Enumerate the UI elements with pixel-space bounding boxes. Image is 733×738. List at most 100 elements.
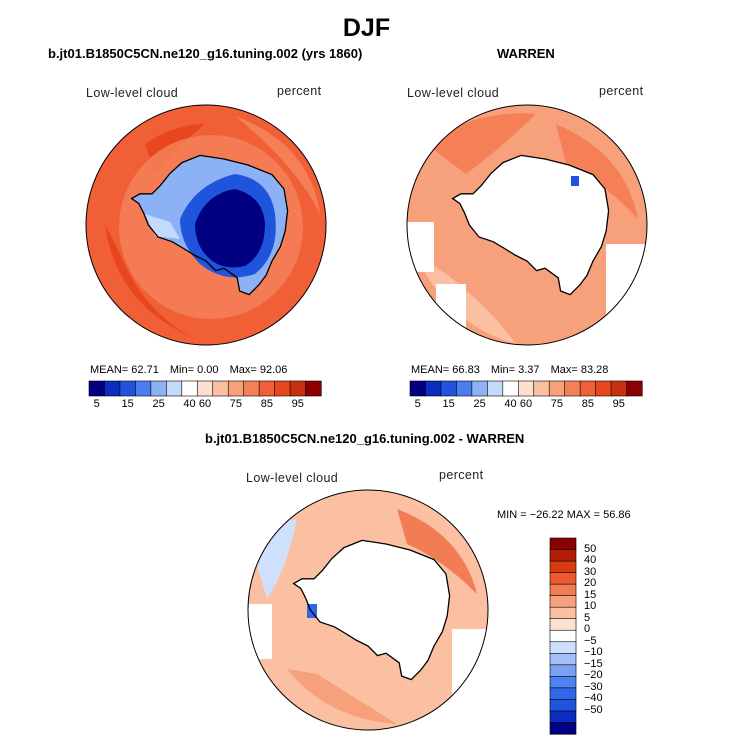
colorbar-swatch xyxy=(212,380,229,397)
diff-units-label: percent xyxy=(439,468,484,482)
model-units-label: percent xyxy=(277,84,322,98)
colorbar-swatch xyxy=(487,380,504,397)
colorbar-tick-label: 5 xyxy=(93,398,100,410)
colorbar-swatch xyxy=(626,380,643,397)
colorbar-swatch xyxy=(549,537,577,551)
colorbar-swatch xyxy=(610,380,628,397)
colorbar-tick-label: 5 xyxy=(414,398,421,410)
colorbar-tick-label: −10 xyxy=(584,646,603,659)
diff-variable-label: Low-level cloud xyxy=(246,471,339,485)
colorbar-swatch xyxy=(549,676,577,689)
colorbar-tick-label: 30 xyxy=(584,565,597,578)
colorbar-swatch xyxy=(549,687,577,701)
colorbar-swatch xyxy=(227,380,245,397)
obs-stats: MEAN= 66.83 Min= 3.37 Max= 83.28 xyxy=(411,364,609,376)
figure-title: DJF xyxy=(342,14,391,42)
low-cloud-cell xyxy=(571,176,579,186)
model-stats: MEAN= 62.71 Min= 0.00 Max= 92.06 xyxy=(90,364,288,376)
continent-no-data xyxy=(452,155,609,295)
colorbar-tick-label: −20 xyxy=(584,669,603,682)
colorbar-tick-label: 40 xyxy=(584,554,597,567)
colorbar-swatch xyxy=(305,380,322,397)
colorbar-tick-label: 10 xyxy=(584,600,597,613)
colorbar-tick-label: 15 xyxy=(584,588,597,601)
diff-stats: MIN = −26.22 MAX = 56.86 xyxy=(497,509,631,521)
diff-positive-band xyxy=(287,669,397,724)
colorbar-tick-label: 95 xyxy=(291,398,304,410)
colorbar-tick-label: 95 xyxy=(612,398,625,410)
colorbar-swatch xyxy=(549,641,577,654)
colorbar-tick-label: −40 xyxy=(584,692,603,705)
diff-colorbar xyxy=(549,537,577,735)
obs-panel-title: WARREN xyxy=(497,46,555,61)
colorbar-swatch xyxy=(274,380,291,397)
colorbar-tick-label: 85 xyxy=(260,398,273,410)
colorbar-swatch xyxy=(549,583,577,597)
colorbar-swatch xyxy=(119,380,137,397)
colorbar-swatch xyxy=(549,652,577,666)
missing-data-patch xyxy=(407,222,434,272)
colorbar-swatch xyxy=(456,380,473,397)
colorbar-tick-label: −15 xyxy=(584,657,603,670)
colorbar-swatch xyxy=(595,380,612,397)
colorbar-tick-label: 15 xyxy=(442,398,455,410)
colorbar-swatch xyxy=(289,380,307,397)
colorbar-tick-label: 60 xyxy=(519,398,533,410)
colorbar-swatch xyxy=(166,380,183,397)
colorbar-swatch xyxy=(549,629,577,643)
colorbar-tick-label: 85 xyxy=(581,398,594,410)
colorbar-swatch xyxy=(579,380,597,397)
antarctica-coastline xyxy=(292,539,451,681)
diff-panel-title: b.jt01.B1850C5CN.ne120_g16.tuning.002 - … xyxy=(205,431,525,446)
colorbar-swatch xyxy=(517,380,535,397)
colorbar-tick-label: 15 xyxy=(121,398,134,410)
colorbar-swatch xyxy=(549,710,577,724)
ocean-band-dark xyxy=(556,124,638,219)
obs-variable-label: Low-level cloud xyxy=(407,86,500,100)
obs-colorbar-ticks: 5 15 25 40 60 75 85 95 xyxy=(410,398,642,412)
colorbar-swatch xyxy=(549,560,577,574)
colorbar-swatch xyxy=(181,380,198,397)
colorbar-swatch xyxy=(549,595,577,608)
colorbar-swatch xyxy=(150,380,167,397)
colorbar-swatch xyxy=(409,380,427,397)
colorbar-swatch xyxy=(549,606,577,620)
colorbar-swatch xyxy=(425,380,442,397)
colorbar-swatch xyxy=(440,380,458,397)
colorbar-swatch xyxy=(196,380,214,397)
model-colorbar xyxy=(88,380,322,397)
obs-units-label: percent xyxy=(599,84,644,98)
colorbar-tick-label: 75 xyxy=(550,398,564,410)
colorbar-swatch xyxy=(549,664,577,677)
model-colorbar-ticks: 5 15 25 40 60 75 85 95 xyxy=(89,398,321,412)
model-variable-label: Low-level cloud xyxy=(86,86,179,100)
colorbar-swatch xyxy=(243,380,260,397)
colorbar-swatch xyxy=(549,699,577,712)
colorbar-tick-label: −30 xyxy=(584,680,603,693)
diff-polar-map xyxy=(247,489,489,731)
colorbar-swatch xyxy=(548,380,566,397)
missing-data-patch xyxy=(248,604,272,659)
missing-data-patch xyxy=(436,284,466,344)
antarctica-coastline xyxy=(130,154,289,296)
peninsula-cloud xyxy=(145,214,180,239)
colorbar-swatch xyxy=(549,618,577,631)
diff-positive-band xyxy=(397,509,477,594)
diff-colorbar-ticks: 50 40 30 20 15 10 5 0 −5 −10 −15 −20 −30 −40 −50 xyxy=(584,538,624,734)
continent-no-data xyxy=(293,540,450,680)
colorbar-swatch xyxy=(88,380,106,397)
map-border xyxy=(85,104,327,346)
obs-polar-map xyxy=(406,104,648,346)
model-panel-title: b.jt01.B1850C5CN.ne120_g16.tuning.002 (y… xyxy=(48,46,363,61)
missing-data-patch xyxy=(606,244,647,314)
colorbar-swatch xyxy=(549,722,577,735)
colorbar-tick-label: 60 xyxy=(198,398,212,410)
colorbar-tick-label: −50 xyxy=(584,703,603,716)
colorbar-swatch xyxy=(549,572,577,585)
continent-cloud-core xyxy=(195,189,265,268)
model-polar-map xyxy=(85,104,327,346)
colorbar-tick-label: 25 xyxy=(152,398,165,410)
colorbar-tick-label: −5 xyxy=(584,634,597,647)
colorbar-tick-label: 0 xyxy=(584,623,591,636)
colorbar-tick-label: 40 xyxy=(504,398,517,410)
